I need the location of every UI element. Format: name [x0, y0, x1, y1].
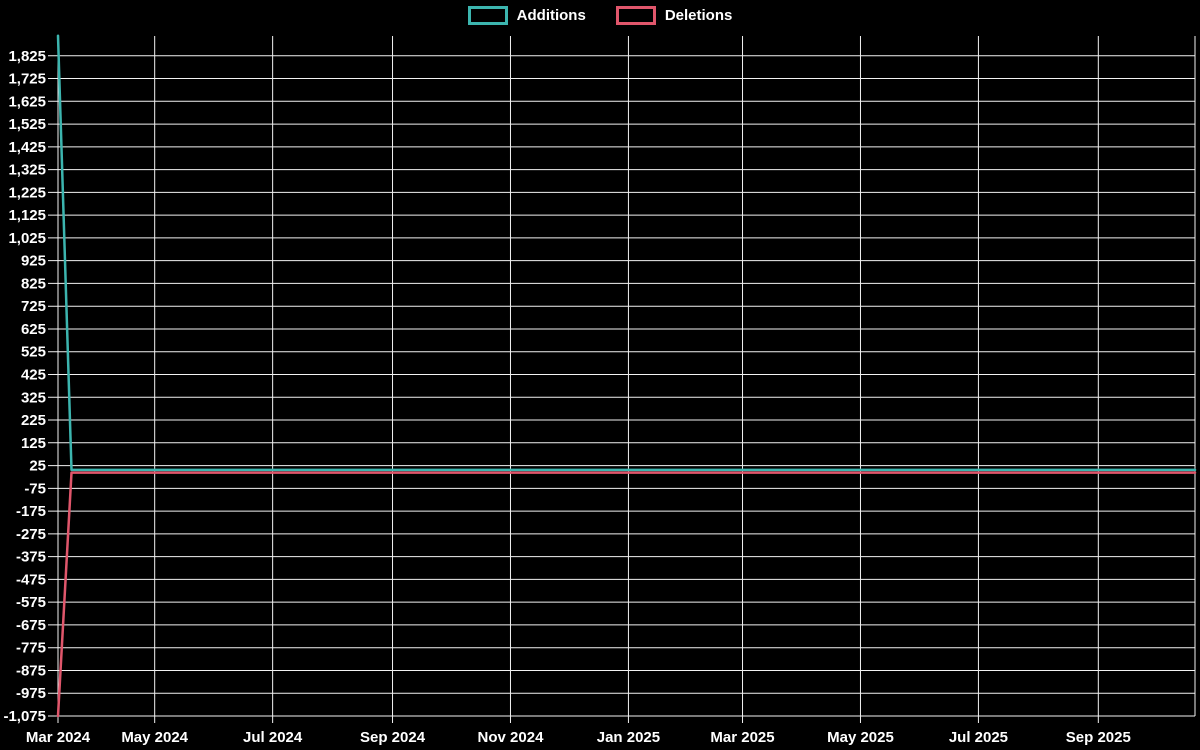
x-tick-label: Sep 2025 — [1066, 729, 1131, 746]
deletions-swatch-icon — [615, 6, 656, 25]
y-tick-label: -775 — [16, 640, 46, 657]
series-line-deletions — [56, 471, 1197, 718]
y-tick-label: 1,625 — [8, 93, 46, 110]
y-tick-label: -375 — [16, 549, 46, 566]
x-tick-label: Mar 2024 — [26, 729, 91, 746]
y-tick-label: -175 — [16, 503, 46, 520]
y-tick-label: 1,125 — [8, 207, 46, 224]
x-tick-label: Sep 2024 — [360, 729, 426, 746]
y-tick-label: -575 — [16, 594, 46, 611]
y-tick-label: 325 — [21, 389, 46, 406]
y-tick-label: -875 — [16, 662, 46, 679]
y-tick-label: 625 — [21, 321, 46, 338]
y-tick-label: -475 — [16, 571, 46, 588]
y-tick-label: 125 — [21, 435, 46, 452]
x-tick-label: Jan 2025 — [597, 729, 660, 746]
x-tick-label: Jul 2025 — [949, 729, 1008, 746]
y-tick-label: 925 — [21, 253, 46, 270]
y-tick-label: 825 — [21, 275, 46, 292]
y-tick-label: 1,425 — [8, 139, 46, 156]
y-tick-label: 1,325 — [8, 162, 46, 179]
y-tick-label: 1,825 — [8, 48, 46, 65]
series-line-additions — [56, 34, 1197, 472]
y-tick-label: -975 — [16, 685, 46, 702]
legend-label-deletions: Deletions — [664, 7, 733, 24]
additions-swatch-icon — [467, 6, 508, 25]
legend-label-additions: Additions — [516, 7, 586, 24]
y-tick-label: -275 — [16, 526, 46, 543]
x-tick-label: Nov 2024 — [478, 729, 545, 746]
x-tick-label: Mar 2025 — [710, 729, 774, 746]
y-tick-label: 25 — [29, 458, 46, 475]
y-tick-label: 425 — [21, 367, 46, 384]
y-tick-label: 1,725 — [8, 71, 46, 88]
y-tick-label: 225 — [21, 412, 46, 429]
y-tick-label: 1,025 — [8, 230, 46, 247]
y-tick-label: 1,525 — [8, 116, 46, 133]
x-tick-label: May 2025 — [827, 729, 894, 746]
chart-legend: Additions Deletions — [0, 6, 1200, 25]
y-tick-label: 525 — [21, 344, 46, 361]
legend-item-additions[interactable]: Additions — [467, 6, 586, 25]
y-tick-label: 725 — [21, 298, 46, 315]
y-tick-label: 1,225 — [8, 184, 46, 201]
x-tick-label: May 2024 — [121, 729, 188, 746]
x-tick-label: Jul 2024 — [243, 729, 303, 746]
y-tick-label: -1,075 — [3, 708, 46, 725]
y-tick-label: -75 — [24, 480, 46, 497]
y-tick-label: -675 — [16, 617, 46, 634]
legend-item-deletions[interactable]: Deletions — [615, 6, 733, 25]
